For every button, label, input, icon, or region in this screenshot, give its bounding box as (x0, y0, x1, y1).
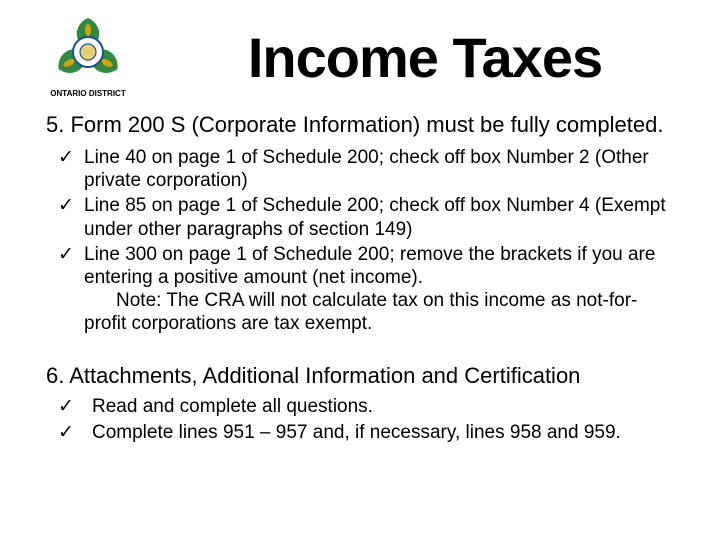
list-item: Line 300 on page 1 of Schedule 200; remo… (58, 243, 692, 336)
list-item-text: Complete lines 951 – 957 and, if necessa… (92, 422, 621, 443)
section6-checklist: Read and complete all questions. Complet… (58, 395, 692, 445)
ontario-district-logo: ONTARIO DISTRICT (28, 12, 148, 102)
note-prefix: Note: (116, 290, 166, 311)
page-title: Income Taxes (148, 25, 692, 90)
note-body-end: profit corporations are tax exempt. (84, 313, 372, 334)
list-item: Read and complete all questions. (58, 395, 692, 419)
section6-heading: 6. Attachments, Additional Information a… (46, 363, 692, 389)
list-item: Line 85 on page 1 of Schedule 200; check… (58, 194, 692, 240)
list-item-text: Line 300 on page 1 of Schedule 200; remo… (84, 244, 655, 288)
slide: ONTARIO DISTRICT Income Taxes 5. Form 20… (0, 0, 720, 540)
note-line: Note: The CRA will not calculate tax on … (116, 289, 692, 312)
section5-heading: 5. Form 200 S (Corporate Information) mu… (46, 112, 692, 138)
note-body-start: The CRA will not calculate tax on this i… (166, 290, 637, 311)
list-item-text: Read and complete all questions. (92, 396, 373, 417)
section5-checklist: Line 40 on page 1 of Schedule 200; check… (58, 146, 692, 335)
list-item-text: Line 85 on page 1 of Schedule 200; check… (84, 195, 666, 239)
header-row: ONTARIO DISTRICT Income Taxes (28, 12, 692, 102)
logo-caption: ONTARIO DISTRICT (50, 89, 126, 98)
list-item: Complete lines 951 – 957 and, if necessa… (58, 421, 692, 445)
list-item: Line 40 on page 1 of Schedule 200; check… (58, 146, 692, 192)
list-item-text: Line 40 on page 1 of Schedule 200; check… (84, 147, 649, 191)
section6: 6. Attachments, Additional Information a… (28, 363, 692, 445)
